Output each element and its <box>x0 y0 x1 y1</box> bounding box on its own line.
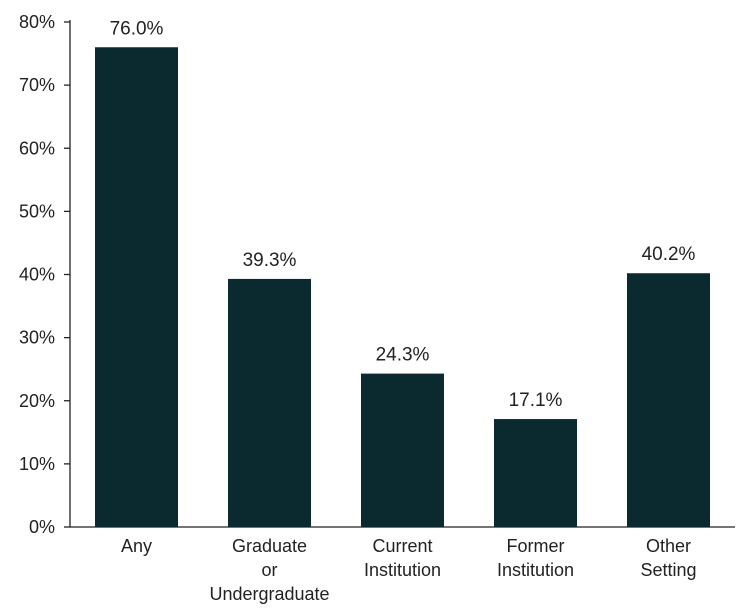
y-tick-label: 0% <box>29 517 55 537</box>
bar <box>494 419 577 527</box>
category-label-line: Undergraduate <box>209 584 329 604</box>
category-label-line: Other <box>646 536 691 556</box>
y-tick-label: 20% <box>19 391 55 411</box>
y-tick-label: 80% <box>19 12 55 32</box>
category-label: Former Institution <box>497 536 574 580</box>
data-label: 24.3% <box>376 345 430 366</box>
data-label: 39.3% <box>243 250 297 271</box>
category-label-line: Former <box>507 536 565 556</box>
data-labels: 76.0% 39.3% 24.3% 17.1% 40.2% <box>110 18 696 411</box>
data-label: 76.0% <box>110 18 164 39</box>
category-label-line: or <box>261 560 277 580</box>
bar <box>228 278 311 527</box>
bar <box>627 273 710 527</box>
category-label-line: Institution <box>364 560 441 580</box>
y-tick-label: 50% <box>19 201 55 221</box>
y-axis <box>64 20 71 528</box>
category-label-line: Current <box>372 536 432 556</box>
category-label-line: Setting <box>640 560 696 580</box>
data-label: 17.1% <box>509 390 563 411</box>
category-label-line: Graduate <box>232 536 307 556</box>
y-tick-label: 70% <box>19 75 55 95</box>
y-tick-label: 30% <box>19 328 55 348</box>
category-label: Current Institution <box>364 536 441 580</box>
y-tick-labels: 0% 10% 20% 30% 40% 50% 60% 70% 80% <box>19 12 55 537</box>
category-label: Other Setting <box>640 536 696 580</box>
y-tick-label: 60% <box>19 138 55 158</box>
category-labels: Any Graduate or Undergraduate Current Institu… <box>121 536 697 604</box>
y-tick-label: 40% <box>19 265 55 285</box>
category-label: Any <box>121 536 152 556</box>
bars <box>95 47 710 527</box>
bar <box>361 373 444 527</box>
data-label: 40.2% <box>642 244 696 265</box>
bar <box>95 47 178 527</box>
category-label-line: Institution <box>497 560 574 580</box>
category-label-line: Any <box>121 536 152 556</box>
y-tick-label: 10% <box>19 454 55 474</box>
category-label: Graduate or Undergraduate <box>209 536 329 604</box>
